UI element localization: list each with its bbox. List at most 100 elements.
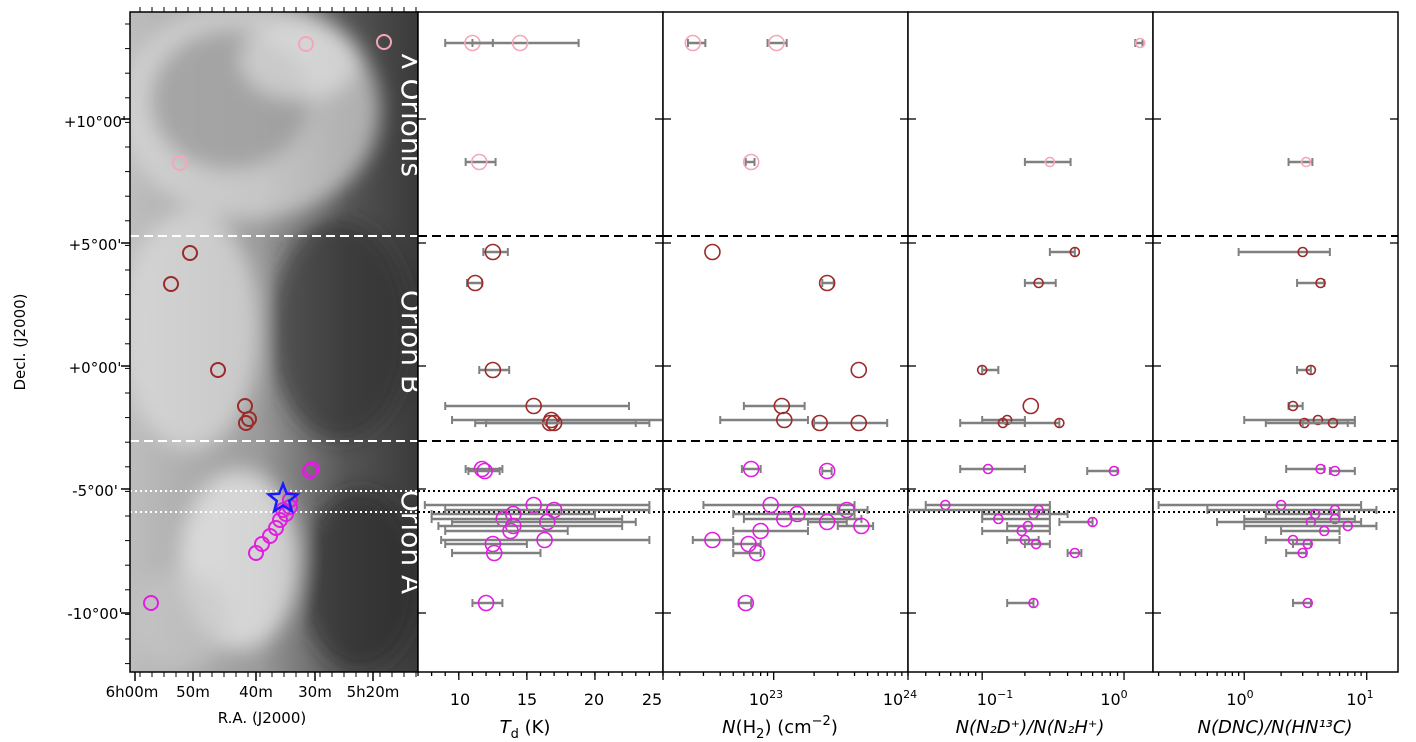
data-point bbox=[776, 411, 793, 429]
map-source-marker bbox=[143, 595, 159, 611]
td-tick-25: 25 bbox=[642, 690, 662, 709]
data-point bbox=[853, 517, 870, 535]
data-point bbox=[776, 510, 793, 528]
data-point bbox=[1342, 520, 1354, 532]
data-point bbox=[1028, 597, 1039, 609]
data-point bbox=[742, 153, 760, 171]
data-point bbox=[484, 361, 502, 379]
data-point bbox=[742, 460, 760, 478]
y-tick-label-1: +10°00' bbox=[64, 113, 126, 131]
data-point bbox=[1315, 463, 1326, 475]
map-source-marker bbox=[262, 528, 278, 544]
data-point bbox=[1108, 465, 1120, 477]
x-tick-label-2: 50m bbox=[176, 683, 210, 701]
map-source-marker bbox=[376, 34, 392, 50]
td-axis-label: Td (K) bbox=[500, 717, 551, 742]
x-tick-label-3: 40m bbox=[239, 683, 273, 701]
x-tick-label-1: 6h00m bbox=[106, 683, 159, 701]
map-source-marker bbox=[163, 276, 179, 292]
data-point bbox=[1054, 417, 1065, 429]
panel-dnc bbox=[1152, 11, 1399, 673]
data-point bbox=[997, 417, 1009, 429]
y-tick-label-2: +5°00' bbox=[69, 236, 122, 254]
data-point bbox=[1022, 397, 1040, 415]
data-point bbox=[484, 535, 502, 553]
star-marker bbox=[265, 480, 301, 514]
data-point bbox=[1287, 400, 1299, 412]
data-point bbox=[1297, 547, 1308, 559]
map-axes bbox=[121, 7, 417, 681]
data-point bbox=[511, 34, 529, 52]
dnc-tick-2: 101 bbox=[1346, 688, 1373, 709]
map-source-marker bbox=[302, 463, 318, 479]
data-point bbox=[850, 361, 868, 379]
data-point bbox=[818, 462, 836, 480]
x-axis-label-map: R.A. (J2000) bbox=[218, 709, 307, 727]
data-point bbox=[1302, 538, 1314, 550]
data-point bbox=[1327, 417, 1339, 429]
region-label-orionb: Orion B bbox=[395, 290, 428, 394]
panel-td bbox=[417, 11, 664, 673]
data-point bbox=[525, 496, 542, 514]
dnc-axis-label: N(DNC)/N(HN¹³C) bbox=[1198, 717, 1353, 738]
data-point bbox=[1305, 364, 1317, 376]
data-point bbox=[752, 522, 769, 540]
data-point bbox=[1329, 513, 1341, 525]
x-tick-label-5: 5h20m bbox=[347, 683, 400, 701]
data-point bbox=[470, 153, 488, 171]
data-point bbox=[993, 513, 1004, 525]
region-label-oriona: Orion A bbox=[395, 490, 428, 594]
data-point bbox=[1302, 597, 1314, 609]
data-point bbox=[740, 535, 757, 553]
data-point bbox=[1300, 156, 1312, 168]
data-point bbox=[536, 531, 553, 549]
data-point bbox=[502, 522, 519, 540]
y-tick-label-5: -10°00' bbox=[67, 605, 122, 623]
map-source-marker bbox=[172, 155, 188, 171]
data-point bbox=[818, 513, 836, 531]
y-tick-label-4: -5°00' bbox=[72, 482, 118, 500]
data-point bbox=[1069, 246, 1081, 258]
data-point bbox=[811, 414, 828, 432]
data-point bbox=[1315, 277, 1326, 289]
data-point bbox=[982, 463, 994, 475]
panel-nh2 bbox=[662, 11, 909, 673]
map-source-marker bbox=[298, 36, 314, 52]
data-point bbox=[1318, 525, 1330, 537]
nh2-tick-1: 1023 bbox=[749, 688, 783, 709]
data-point bbox=[850, 414, 868, 432]
panel-n2dp bbox=[907, 11, 1154, 673]
data-point bbox=[473, 460, 491, 478]
data-point bbox=[1030, 538, 1042, 550]
nh2-tick-2: 1024 bbox=[883, 688, 917, 709]
n2dp-tick-1: 10−1 bbox=[977, 688, 1014, 709]
n2dp-tick-2: 100 bbox=[1100, 688, 1127, 709]
data-point bbox=[485, 544, 503, 562]
sky-map-nebula bbox=[130, 12, 418, 670]
data-point bbox=[466, 274, 484, 292]
data-point bbox=[1312, 414, 1324, 426]
data-point bbox=[762, 496, 779, 514]
map-source-marker bbox=[241, 411, 257, 427]
n2dp-axis-label: N(N₂D⁺)/N(N₂H⁺) bbox=[956, 717, 1105, 738]
data-panels bbox=[417, 11, 1399, 673]
data-point bbox=[976, 364, 988, 376]
data-point bbox=[1044, 156, 1056, 168]
map-source-marker bbox=[304, 461, 320, 477]
data-point bbox=[1069, 547, 1081, 559]
map-source-marker bbox=[182, 245, 198, 261]
y-axis-label: Decl. (J2000) bbox=[11, 293, 29, 390]
map-source-marker bbox=[272, 512, 288, 528]
data-point bbox=[484, 243, 502, 261]
nh2-axis-label: N(H2) (cm−2) bbox=[722, 714, 838, 742]
td-tick-20: 20 bbox=[584, 690, 604, 709]
x-tick-label-4: 30m bbox=[298, 683, 332, 701]
data-point bbox=[737, 594, 755, 612]
data-point bbox=[1033, 277, 1044, 289]
map-source-marker bbox=[238, 415, 254, 431]
data-point bbox=[818, 274, 836, 292]
td-tick-15: 15 bbox=[517, 690, 537, 709]
map-markers bbox=[143, 34, 392, 611]
map-source-marker bbox=[248, 545, 264, 561]
